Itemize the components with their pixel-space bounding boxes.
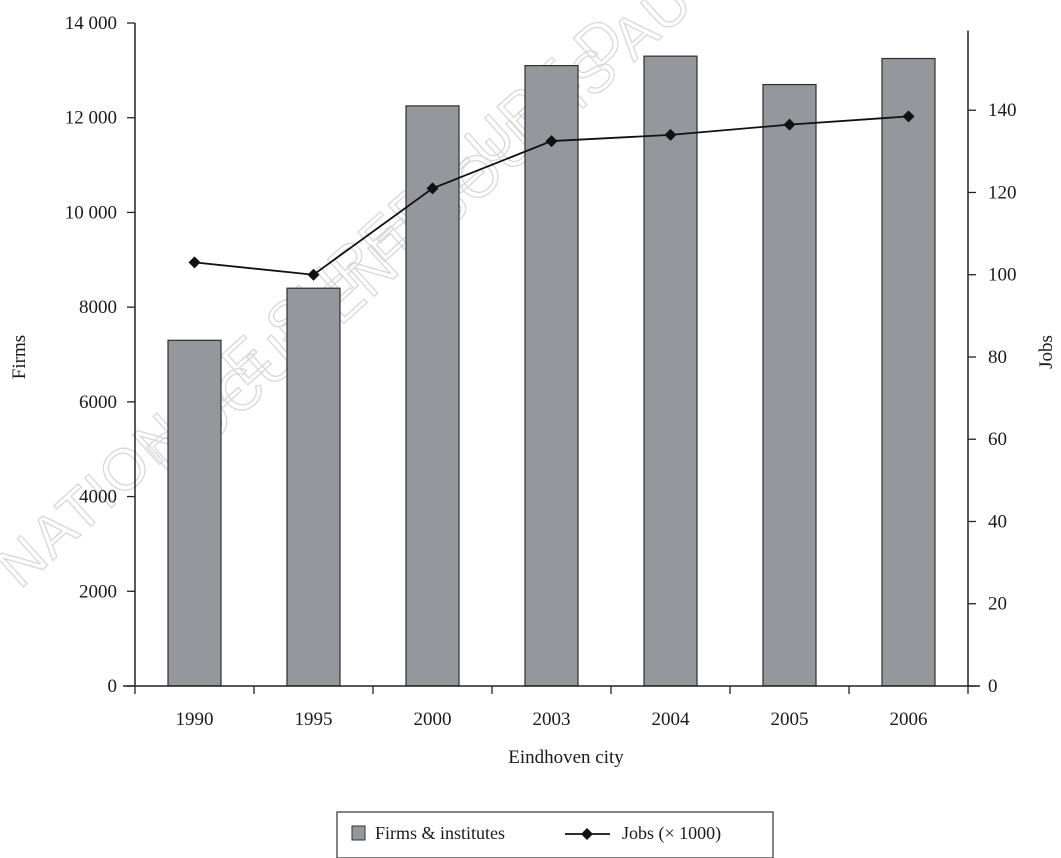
x-tick-label-1995: 1995	[295, 709, 333, 730]
y-tick-label-4000: 4000	[79, 487, 117, 508]
jobs-point-1995	[307, 268, 320, 281]
legend-diamond-marker	[581, 828, 593, 840]
legend: Firms & institutes Jobs (× 1000)	[336, 811, 774, 858]
y-tick-label-8000: 8000	[79, 297, 117, 318]
y2-tick-label-80: 80	[988, 347, 1007, 368]
legend-label-jobs: Jobs (× 1000)	[622, 823, 721, 844]
x-tick-label-2005: 2005	[771, 709, 809, 730]
jobs-point-2003	[545, 135, 558, 148]
jobs-point-2006	[902, 110, 915, 123]
x-tick-label-2003: 2003	[533, 709, 571, 730]
x-axis-title: Eindhoven city	[508, 747, 624, 768]
x-tick-label-2006: 2006	[890, 709, 928, 730]
y-tick-label-12000: 12 000	[65, 108, 117, 129]
jobs-point-2000	[426, 182, 439, 195]
y-tick-label-0: 0	[108, 676, 118, 697]
y2-tick-label-0: 0	[988, 676, 998, 697]
axes: 0 2000 4000 6000 8000 10 000 12 000 14 000 0 20 40…	[65, 13, 1017, 730]
y-tick-label-6000: 6000	[79, 392, 117, 413]
bar-series	[167, 55, 936, 687]
y2-axis-title: Jobs	[1036, 335, 1057, 369]
y2-tick-label-100: 100	[988, 265, 1017, 286]
y2-tick-label-120: 120	[988, 182, 1017, 203]
jobs-point-1990	[188, 256, 201, 269]
legend-box	[336, 811, 774, 858]
y2-tick-label-60: 60	[988, 429, 1007, 450]
bar-1995	[286, 287, 341, 687]
x-tick-label-2000: 2000	[414, 709, 452, 730]
y2-tick-label-140: 140	[988, 100, 1017, 121]
legend-label-firms: Firms & institutes	[375, 823, 505, 843]
bar-2006	[881, 57, 936, 687]
y2-tick-label-40: 40	[988, 511, 1007, 532]
x-tick-label-2004: 2004	[652, 709, 691, 730]
y-tick-label-10000: 10 000	[65, 202, 117, 223]
bar-1990	[167, 339, 222, 687]
y-tick-label-2000: 2000	[79, 581, 117, 602]
y-axis-title: Firms	[9, 335, 30, 379]
y2-tick-label-20: 20	[988, 594, 1007, 615]
bar-2003	[524, 65, 579, 687]
bar-2000	[405, 105, 460, 687]
jobs-point-2005	[783, 118, 796, 131]
bar-2005	[762, 83, 817, 687]
legend-bar-swatch	[351, 825, 366, 841]
jobs-point-2004	[664, 128, 677, 141]
line-series	[188, 110, 915, 281]
bar-2004	[643, 55, 698, 687]
x-tick-label-1990: 1990	[176, 709, 214, 730]
y-tick-label-14000: 14 000	[65, 13, 117, 34]
